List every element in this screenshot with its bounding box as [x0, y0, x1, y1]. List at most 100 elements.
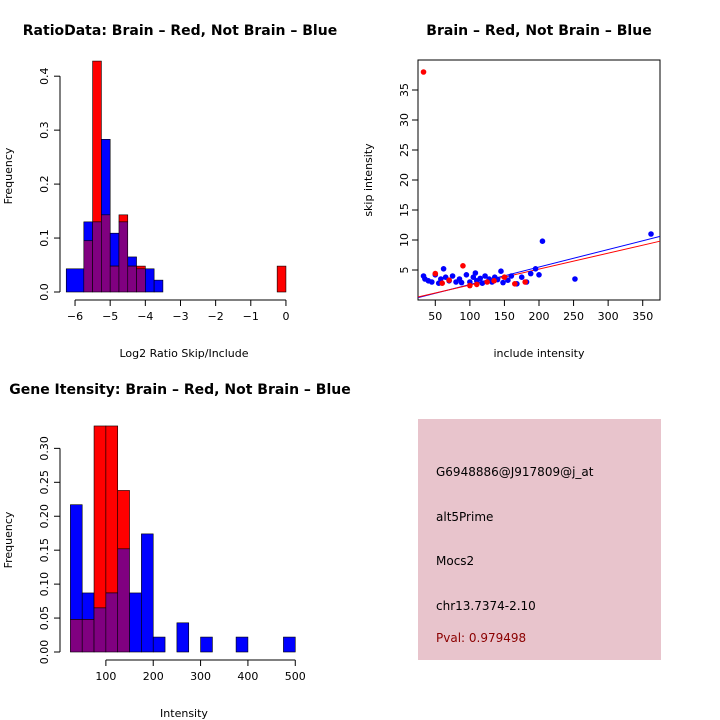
histogram-bar: [276, 265, 287, 293]
y-tick-label: 15: [398, 203, 411, 217]
histogram-bar: [200, 636, 213, 653]
x-tick-label: 100: [459, 310, 480, 323]
histogram-bar: [152, 636, 166, 653]
scatter-point: [539, 238, 546, 244]
y-tick-label: 0.15: [38, 538, 51, 563]
chart-title: Gene Itensity: Brain – Red, Not Brain – …: [9, 382, 351, 398]
x-tick-label: 0: [282, 310, 289, 323]
x-tick-label: −3: [172, 310, 188, 323]
x-tick-label: 300: [190, 670, 211, 683]
x-tick-label: 300: [598, 310, 619, 323]
x-tick-label: 200: [529, 310, 550, 323]
gene-location: chr13.7374-2.10: [436, 599, 536, 613]
histogram-bar-overlap: [92, 221, 102, 293]
histogram-bar: [92, 60, 102, 223]
scatter-point: [432, 270, 439, 277]
info-background: [418, 419, 661, 660]
y-tick-label: 10: [398, 233, 411, 247]
x-tick-label: −1: [243, 310, 259, 323]
histogram-bar: [176, 622, 190, 653]
scatter-point: [501, 274, 508, 281]
histogram-bar: [81, 592, 95, 620]
x-axis-label: include intensity: [493, 347, 585, 360]
histogram-bar-overlap: [81, 619, 95, 653]
gene-name: Mocs2: [436, 554, 474, 568]
histogram-bar-overlap: [105, 592, 119, 653]
scatter-point: [470, 274, 477, 281]
scatter-point: [463, 272, 470, 278]
y-tick-label: 0.10: [38, 572, 51, 597]
scatter-point: [532, 266, 539, 272]
histogram-bar: [145, 268, 155, 293]
scatter-point: [458, 279, 465, 286]
y-tick-label: 25: [398, 143, 411, 157]
x-tick-label: 200: [143, 670, 164, 683]
histogram-bar: [105, 425, 119, 594]
y-tick-label: 35: [398, 83, 411, 97]
scatter-point: [467, 282, 473, 289]
histogram-bar: [83, 221, 93, 242]
x-tick-label: 400: [237, 670, 258, 683]
histogram-bar: [93, 425, 107, 609]
x-tick-label: 100: [95, 670, 116, 683]
histogram-bar-overlap: [127, 265, 137, 293]
scatter-point: [482, 273, 488, 279]
probe-id: G6948886@J917809@j_at: [436, 465, 594, 479]
x-tick-label: −2: [208, 310, 224, 323]
y-tick-label: 5: [398, 267, 411, 274]
scatter-point: [449, 273, 456, 279]
scatter-point: [498, 268, 504, 275]
chart-title: Brain – Red, Not Brain – Blue: [426, 23, 651, 39]
y-tick-label: 0.4: [38, 67, 51, 85]
histogram-bar-overlap: [109, 265, 120, 293]
histogram-bar: [118, 214, 129, 223]
histogram-bar: [65, 268, 85, 293]
scatter-point: [446, 277, 452, 284]
histogram-bar: [70, 504, 83, 620]
y-axis-label: Frequency: [2, 511, 15, 568]
x-axis-label: Intensity: [160, 707, 208, 720]
scatter-point: [472, 270, 479, 276]
scatter-point: [491, 278, 497, 284]
y-tick-label: 30: [398, 113, 411, 127]
scatter-point: [429, 279, 435, 285]
y-tick-label: 20: [398, 173, 411, 187]
scatter-point: [522, 279, 528, 285]
scatter-point: [500, 279, 506, 286]
scatter-point: [484, 279, 490, 285]
y-tick-label: 0.1: [38, 229, 51, 247]
histogram-bar-overlap: [70, 619, 83, 653]
scatter-point: [440, 266, 447, 272]
scatter-point: [479, 280, 486, 287]
scatter-point: [477, 275, 484, 282]
histogram-bar-overlap: [117, 548, 130, 653]
x-tick-label: 350: [632, 310, 653, 323]
histogram-bar: [129, 592, 142, 653]
y-tick-label: 0.25: [38, 470, 51, 495]
histogram-bar: [117, 490, 130, 550]
y-tick-label: 0.20: [38, 504, 51, 529]
scatter-point: [420, 69, 427, 75]
histogram-bar: [235, 636, 249, 653]
gene-intensity-histogram: Gene Itensity: Brain – Red, Not Brain – …: [2, 382, 351, 720]
y-tick-label: 0.3: [38, 121, 51, 139]
y-tick-label: 0.2: [38, 175, 51, 193]
y-tick-label: 0.0: [38, 283, 51, 301]
plot-frame: [417, 59, 661, 301]
fit-line: [417, 240, 661, 298]
x-tick-label: 250: [563, 310, 584, 323]
histogram-bar-overlap: [136, 268, 146, 293]
scatter-point: [572, 276, 578, 282]
chart-title: RatioData: Brain – Red, Not Brain – Blue: [23, 23, 337, 39]
scatter-point: [527, 270, 534, 277]
y-tick-label: 0.05: [38, 606, 51, 631]
y-axis-label: skip intensity: [362, 143, 375, 217]
x-tick-label: 150: [494, 310, 515, 323]
scatter-point: [536, 272, 542, 278]
y-axis-label: Frequency: [2, 147, 15, 204]
scatter-point: [518, 274, 525, 281]
intensity-scatter: Brain – Red, Not Brain – Blue 50 100 150 200…: [362, 23, 661, 360]
x-tick-label: 50: [428, 310, 442, 323]
event-type: alt5Prime: [436, 510, 493, 524]
